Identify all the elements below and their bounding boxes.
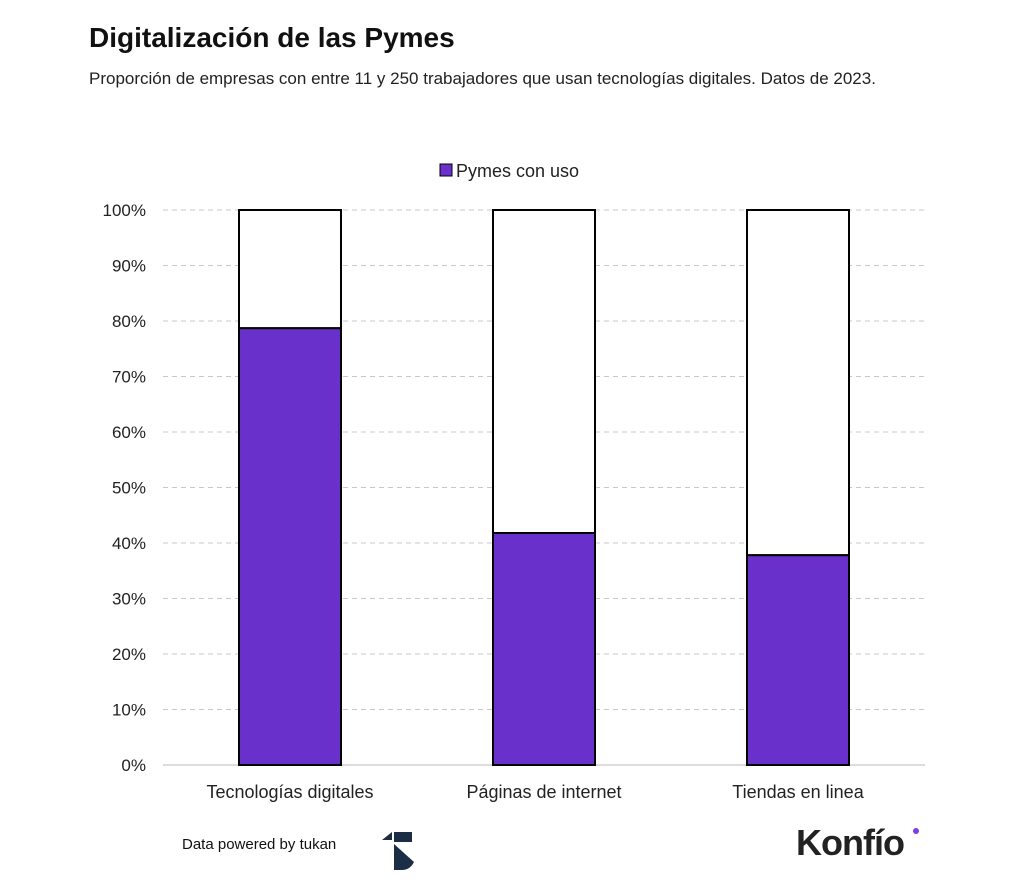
y-tick-label: 0% [121,756,146,775]
tukan-logo-icon [382,832,414,870]
legend-label: Pymes con uso [456,161,579,181]
bar [746,554,850,767]
x-tick-label: Tiendas en linea [732,782,864,802]
x-tick-label: Páginas de internet [466,782,621,802]
chart-title: Digitalización de las Pymes [89,22,455,53]
legend-swatch [439,163,453,177]
y-tick-label: 10% [112,701,146,720]
bar-remainder [238,209,342,330]
bar [492,532,596,767]
legend: Pymes con uso [439,161,579,181]
y-tick-label: 40% [112,534,146,553]
y-tick-label: 80% [112,312,146,331]
y-tick-label: 20% [112,645,146,664]
y-tick-label: 60% [112,423,146,442]
konfio-dot-icon [913,828,919,834]
y-tick-label: 90% [112,257,146,276]
chart-subtitle: Proporción de empresas con entre 11 y 25… [89,69,876,88]
bar [238,327,342,766]
bar-remainder [746,209,850,557]
y-tick-label: 100% [103,201,146,220]
bar-remainder [492,209,596,535]
data-source: Data powered by tukan [182,836,337,853]
y-tick-label: 50% [112,479,146,498]
x-tick-label: Tecnologías digitales [206,782,373,802]
konfio-logo: Konfío [796,822,905,863]
y-tick-label: 30% [112,590,146,609]
y-tick-label: 70% [112,368,146,387]
